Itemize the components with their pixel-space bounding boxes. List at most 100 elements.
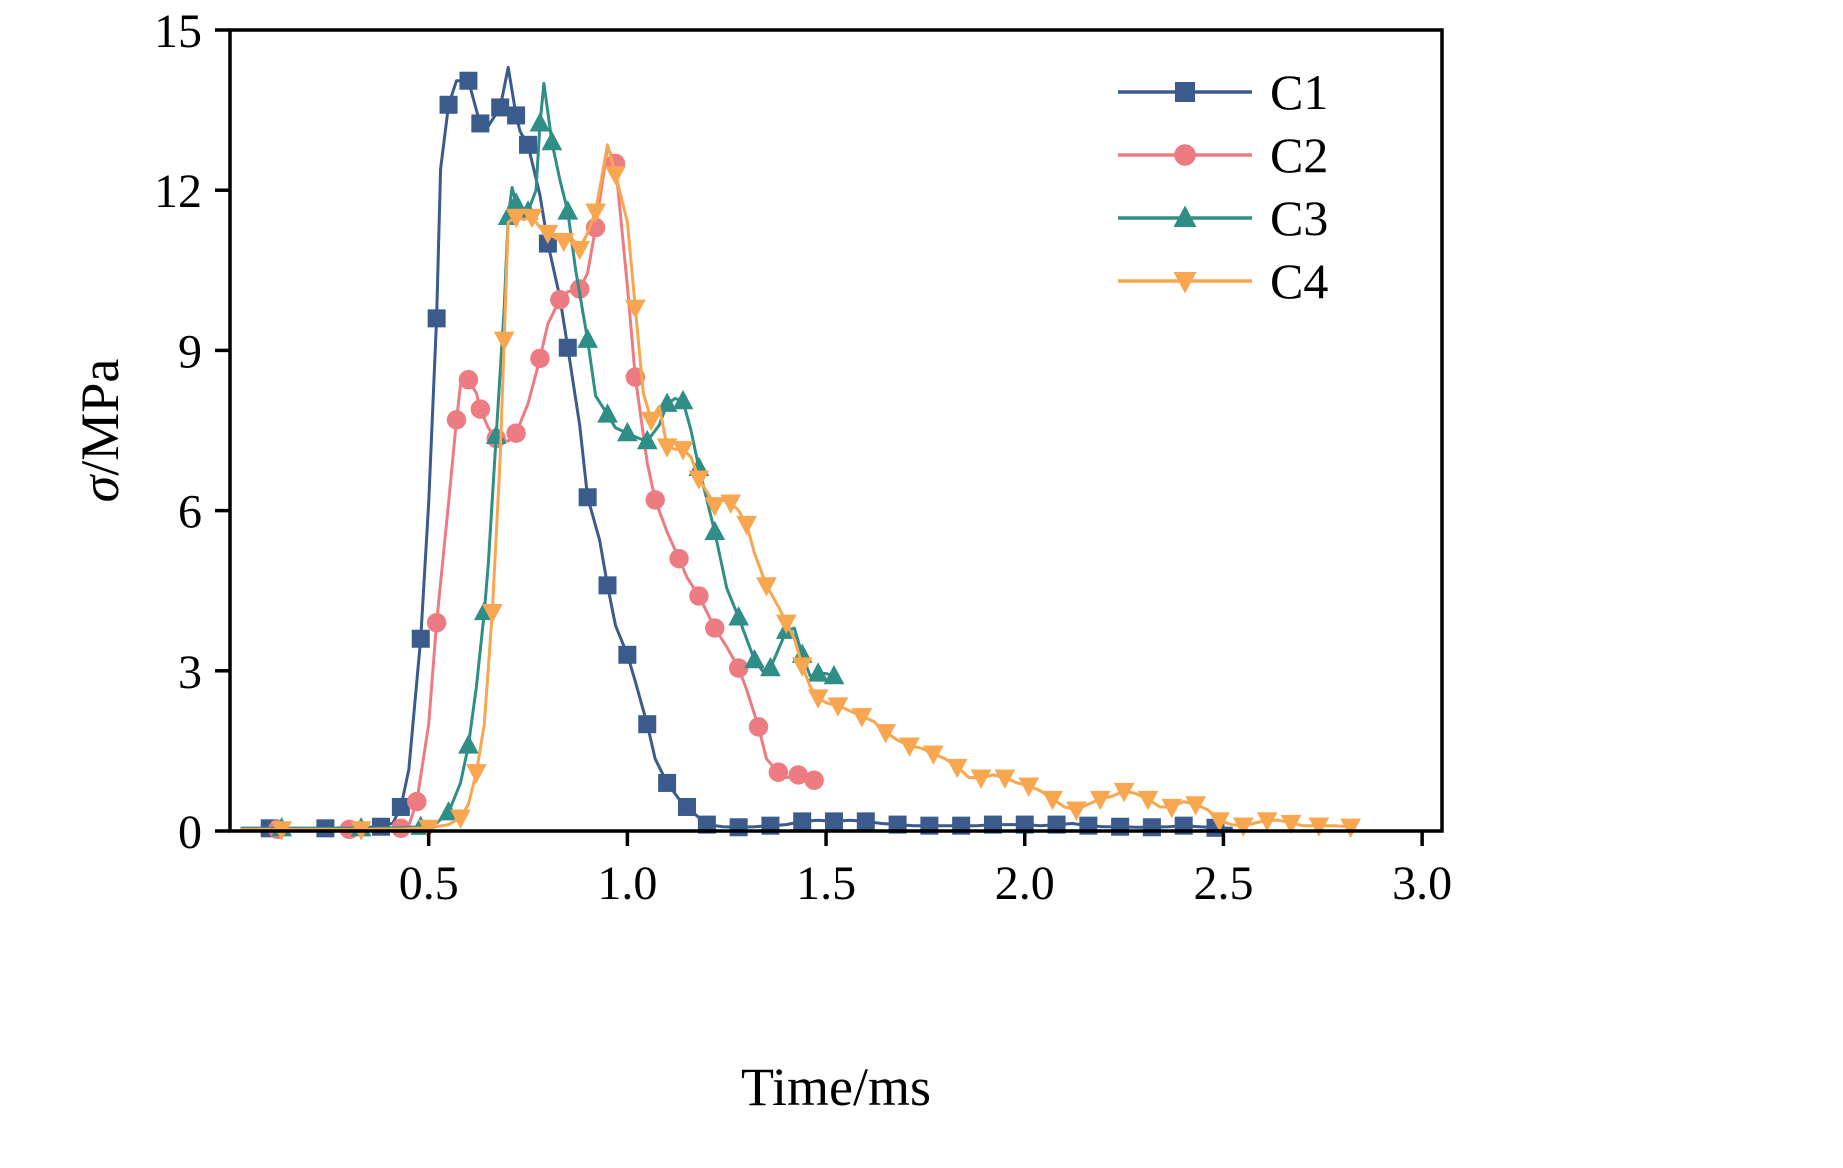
- y-tick-label: 15: [154, 5, 202, 58]
- series-c4-marker: [851, 708, 873, 728]
- series-c1-marker: [983, 815, 1002, 834]
- legend-marker-c3: [1173, 205, 1197, 227]
- series-c3-marker: [823, 664, 845, 685]
- series-c1-marker: [1047, 815, 1066, 834]
- series-c2-marker: [645, 490, 665, 510]
- series-c1-markers: [260, 71, 1225, 838]
- series-c1-marker: [697, 815, 716, 834]
- series-c1: [240, 65, 1233, 838]
- series-c3-marker: [597, 403, 618, 423]
- series-c2-line: [240, 146, 816, 831]
- series-c4-marker: [672, 441, 694, 461]
- series-c3-marker: [728, 606, 749, 626]
- series-c1-marker: [658, 773, 677, 792]
- x-axis-label: Time/ms: [741, 1057, 931, 1117]
- series-c2-marker: [458, 370, 479, 390]
- series-c1-marker: [519, 135, 538, 154]
- x-tick-label: 2.0: [995, 857, 1055, 910]
- plot-border: [228, 28, 1444, 833]
- series-c1-marker: [439, 95, 458, 114]
- series-c1-marker: [825, 812, 844, 831]
- x-axis: 0.5 1.0 1.5 2.0 2.5 3.0: [399, 831, 1452, 910]
- series-c1-marker: [598, 576, 617, 595]
- series-c1-marker: [618, 645, 637, 664]
- series-c3-marker: [704, 520, 726, 541]
- series-c4-marker: [923, 745, 944, 765]
- series-c1-marker: [1142, 818, 1161, 837]
- series-c4-marker: [807, 689, 829, 709]
- series-c4-marker: [521, 208, 543, 229]
- series-c1-marker: [677, 797, 696, 816]
- series-c4-marker: [1280, 814, 1302, 835]
- x-tick-label: 1.0: [597, 857, 657, 910]
- series-c4-marker: [946, 758, 968, 779]
- series-c4-marker: [1308, 817, 1330, 837]
- series-c1-marker: [411, 629, 430, 648]
- series-c4-marker: [1185, 796, 1206, 816]
- x-tick-label: 2.5: [1193, 857, 1253, 910]
- series-c1-marker: [1015, 815, 1034, 834]
- series-c3-marker: [557, 200, 579, 220]
- series-c4: [240, 143, 1361, 841]
- series-c4-marker: [720, 494, 742, 514]
- series-c2-marker: [550, 289, 570, 310]
- series-c4-marker: [1042, 790, 1063, 811]
- series-c4-marker: [994, 769, 1016, 789]
- series-c4-marker: [640, 411, 662, 432]
- series-c3-marker: [636, 429, 658, 450]
- series-c4-marker: [537, 224, 559, 245]
- series-c4-marker: [624, 299, 646, 319]
- series-c2-marker: [446, 410, 467, 430]
- series-c3-marker: [505, 192, 527, 212]
- series-c2-marker: [470, 399, 491, 419]
- legend-marker-c4: [1173, 272, 1197, 294]
- series-c2-marker: [705, 618, 725, 638]
- legend-label-c2: C2: [1270, 127, 1328, 183]
- series-c3-marker: [458, 734, 479, 754]
- series-c4-markers: [271, 166, 1361, 841]
- series-c4-marker: [704, 497, 726, 517]
- series-c4-marker: [656, 438, 678, 458]
- series-c4-marker: [481, 603, 503, 624]
- legend-item-c4: C4: [1118, 253, 1328, 309]
- series-c1-marker: [578, 488, 597, 507]
- series-c3-marker: [672, 389, 694, 410]
- series-c1-marker: [888, 815, 907, 834]
- series-c1-marker: [427, 309, 446, 328]
- series-c2-marker: [689, 586, 709, 606]
- legend: C1 C2 C3 C4: [1118, 64, 1328, 309]
- legend-label-c1: C1: [1270, 64, 1328, 120]
- y-tick-label: 3: [178, 646, 202, 699]
- series-c2-marker: [788, 765, 808, 785]
- y-axis-label: σ/MPa: [70, 359, 130, 503]
- x-tick-label: 3.0: [1392, 857, 1452, 910]
- series-c4-marker: [1089, 790, 1111, 811]
- series-c4-marker: [756, 577, 777, 597]
- series-c2-marker: [407, 791, 427, 812]
- legend-marker-c2: [1174, 144, 1196, 166]
- series-c4-marker: [688, 470, 710, 490]
- series-c4-marker: [1066, 801, 1087, 821]
- series-c4-marker: [827, 697, 849, 717]
- series-c4-marker: [569, 240, 591, 261]
- series-c4-marker: [1113, 782, 1135, 803]
- series-c3-line: [240, 81, 836, 830]
- series-c1-marker: [391, 797, 410, 816]
- series-c2-marker: [426, 613, 447, 633]
- series-c3-marker: [807, 662, 829, 682]
- series-c3-marker: [744, 648, 765, 669]
- series-c3-marker: [541, 130, 563, 151]
- series-c4-marker: [1161, 798, 1183, 819]
- legend-item-c1: C1: [1118, 64, 1328, 120]
- series-c2-marker: [804, 770, 824, 790]
- series-c3-marker: [656, 392, 678, 412]
- series-c4-marker: [585, 203, 606, 223]
- legend-marker-c1: [1175, 82, 1195, 102]
- x-tick-label: 0.5: [399, 857, 459, 910]
- series-c1-marker: [856, 812, 875, 831]
- series-c1-marker: [729, 818, 748, 837]
- y-axis: 0 3 6 9 12 15: [154, 5, 230, 859]
- series-c4-marker: [1256, 812, 1278, 832]
